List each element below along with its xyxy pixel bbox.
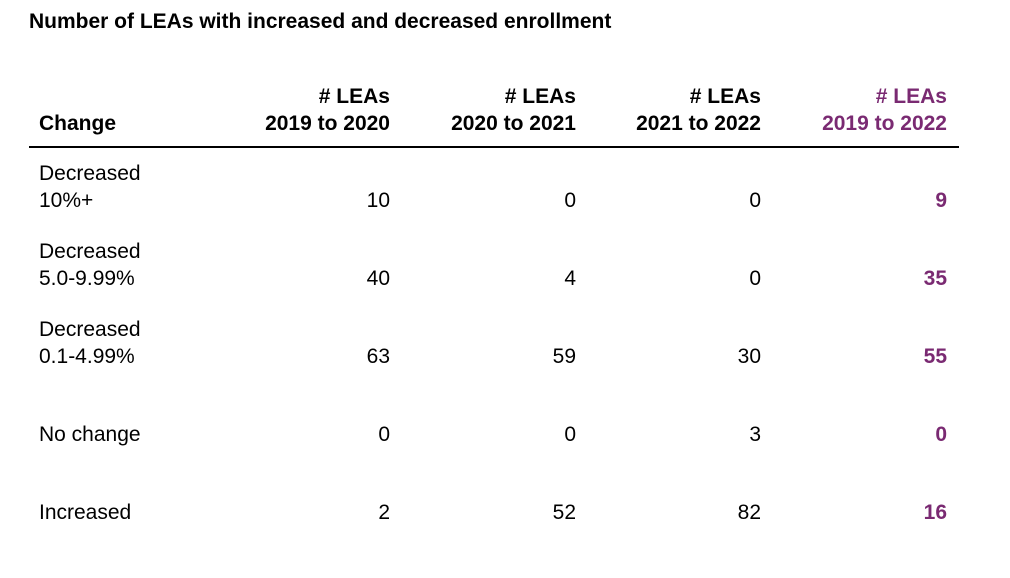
value-2020-2021: 0 bbox=[564, 423, 576, 446]
value-2021-2022: 30 bbox=[737, 345, 761, 368]
value-2020-2021: 0 bbox=[564, 189, 576, 212]
header-2020-2021: # LEAs 2020 to 2021 bbox=[451, 83, 576, 137]
row-label-line2: 10%+ bbox=[39, 189, 94, 212]
header-2020-2021-line1: # LEAs bbox=[504, 85, 576, 108]
value-2019-2022: 16 bbox=[923, 501, 947, 524]
table-row: Increased 2 52 82 16 bbox=[29, 460, 959, 538]
value-2021-2022: 0 bbox=[749, 267, 761, 290]
value-2019-2020: 0 bbox=[378, 423, 390, 446]
header-change: Change bbox=[39, 112, 117, 135]
header-2019-2022-line1: # LEAs bbox=[875, 85, 947, 108]
table-row: No change 0 0 3 0 bbox=[29, 382, 959, 460]
value-2021-2022: 3 bbox=[749, 423, 761, 446]
table-row: Decreased 0.1-4.99% 63 59 30 55 bbox=[29, 304, 959, 382]
value-2020-2021: 4 bbox=[564, 267, 576, 290]
row-label-line2: 5.0-9.99% bbox=[39, 267, 135, 290]
value-2021-2022: 82 bbox=[737, 501, 761, 524]
header-2021-2022-line1: # LEAs bbox=[689, 85, 761, 108]
row-label: Increased bbox=[39, 501, 132, 524]
value-2019-2020: 10 bbox=[366, 189, 390, 212]
table-header: Change # LEAs 2019 to 2020 # LEAs 2020 t… bbox=[29, 82, 959, 148]
value-2019-2020: 2 bbox=[378, 501, 390, 524]
value-2019-2022: 35 bbox=[923, 267, 947, 290]
header-2021-2022: # LEAs 2021 to 2022 bbox=[636, 83, 761, 137]
enrollment-table: Change # LEAs 2019 to 2020 # LEAs 2020 t… bbox=[29, 82, 959, 538]
value-2019-2022: 55 bbox=[923, 345, 947, 368]
header-2019-2020-line1: # LEAs bbox=[318, 85, 390, 108]
value-2019-2022: 9 bbox=[935, 189, 947, 212]
value-2021-2022: 0 bbox=[749, 189, 761, 212]
table-row: Decreased 5.0-9.99% 40 4 0 35 bbox=[29, 226, 959, 304]
header-2019-2022-line2: 2019 to 2022 bbox=[822, 112, 947, 135]
value-2020-2021: 52 bbox=[552, 501, 576, 524]
row-label: No change bbox=[39, 423, 141, 446]
header-2021-2022-line2: 2021 to 2022 bbox=[636, 112, 761, 135]
header-2019-2022: # LEAs 2019 to 2022 bbox=[822, 83, 947, 137]
row-label-line1: Decreased bbox=[39, 240, 141, 263]
table-title: Number of LEAs with increased and decrea… bbox=[29, 10, 612, 33]
row-label-line1: Decreased bbox=[39, 162, 141, 185]
value-2020-2021: 59 bbox=[552, 345, 576, 368]
row-label: Decreased 5.0-9.99% bbox=[39, 238, 141, 292]
header-2019-2020-line2: 2019 to 2020 bbox=[265, 112, 390, 135]
value-2019-2022: 0 bbox=[935, 423, 947, 446]
row-label: Decreased 0.1-4.99% bbox=[39, 316, 141, 370]
value-2019-2020: 40 bbox=[366, 267, 390, 290]
table-row: Decreased 10%+ 10 0 0 9 bbox=[29, 148, 959, 226]
header-2019-2020: # LEAs 2019 to 2020 bbox=[265, 83, 390, 137]
row-label-line2: 0.1-4.99% bbox=[39, 345, 135, 368]
header-2020-2021-line2: 2020 to 2021 bbox=[451, 112, 576, 135]
row-label: Decreased 10%+ bbox=[39, 160, 141, 214]
row-label-line1: Decreased bbox=[39, 318, 141, 341]
value-2019-2020: 63 bbox=[366, 345, 390, 368]
